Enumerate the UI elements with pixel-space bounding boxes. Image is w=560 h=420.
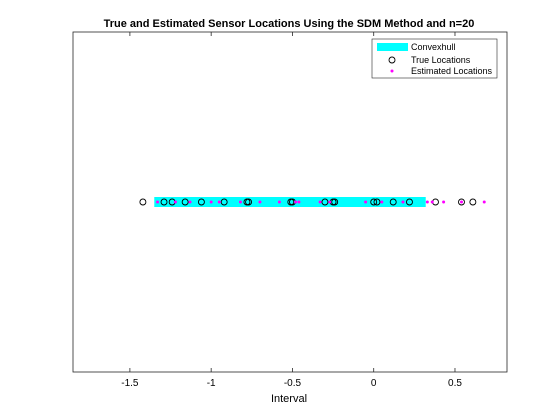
estimated-location-point xyxy=(459,200,463,204)
x-tick-label: 0 xyxy=(371,378,377,389)
data-layer xyxy=(139,197,486,207)
x-tick-label: -0.5 xyxy=(284,378,302,389)
legend: Convexhull True Locations Estimated Loca… xyxy=(371,38,498,79)
convexhull-bar xyxy=(154,197,426,207)
true-location-point xyxy=(331,198,339,206)
legend-estimated-label: Estimated Locations xyxy=(411,66,493,76)
estimated-location-point xyxy=(430,200,434,204)
true-location-point xyxy=(458,198,465,206)
estimated-location-point xyxy=(425,200,429,204)
true-location-point xyxy=(245,198,253,206)
estimated-location-point xyxy=(328,200,332,204)
true-location-point xyxy=(406,198,413,206)
true-location-point xyxy=(160,198,168,206)
true-location-point xyxy=(139,198,147,206)
legend-estimated-marker xyxy=(390,69,394,73)
estimated-location-point xyxy=(258,200,262,204)
true-location-point xyxy=(370,198,378,206)
true-location-point xyxy=(469,198,477,206)
estimated-location-point xyxy=(318,200,322,204)
true-location-point xyxy=(389,198,397,206)
estimated-location-point xyxy=(442,200,446,204)
true-location-point xyxy=(181,198,189,206)
true-location-point xyxy=(220,198,228,206)
legend-true-marker xyxy=(388,56,396,64)
chart-title: True and Estimated Sensor Locations Usin… xyxy=(104,18,475,30)
x-axis: -1.5 -1 -0.5 0 0.5 xyxy=(121,32,462,389)
estimated-location-point xyxy=(238,200,242,204)
x-tick-label: 0.5 xyxy=(448,378,462,389)
estimated-locations-series xyxy=(156,200,486,204)
estimated-location-point xyxy=(173,200,177,204)
estimated-location-point xyxy=(297,200,301,204)
estimated-location-point xyxy=(188,200,192,204)
estimated-location-point xyxy=(380,200,384,204)
legend-convexhull-label: Convexhull xyxy=(411,42,456,52)
x-axis-label: Interval xyxy=(271,393,307,405)
estimated-location-point xyxy=(401,200,405,204)
estimated-location-point xyxy=(482,200,486,204)
estimated-location-point xyxy=(364,200,368,204)
x-tick-label: -1.5 xyxy=(121,378,139,389)
estimated-location-point xyxy=(277,200,281,204)
legend-true-label: True Locations xyxy=(411,55,471,65)
x-tick-label: -1 xyxy=(207,378,216,389)
true-location-point xyxy=(321,198,329,206)
legend-convexhull-swatch xyxy=(377,43,408,51)
estimated-location-point xyxy=(156,200,160,204)
estimated-location-point xyxy=(209,200,213,204)
estimated-location-point xyxy=(217,200,221,204)
true-location-point xyxy=(373,198,381,206)
estimated-location-point xyxy=(294,200,298,204)
true-location-point xyxy=(197,198,205,206)
